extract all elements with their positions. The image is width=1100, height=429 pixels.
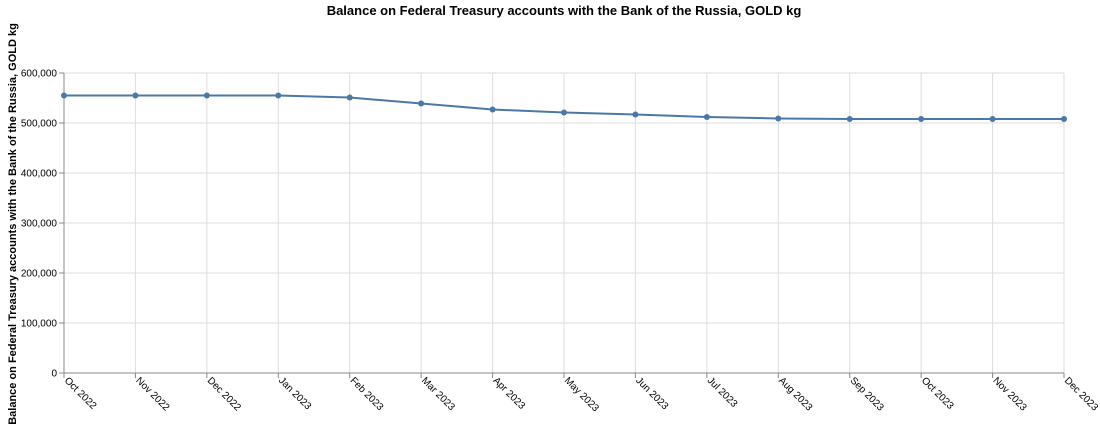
x-tick-label: Dec 2022 (205, 375, 243, 413)
y-tick-label: 100,000 (21, 319, 58, 330)
x-tick-label: Jan 2023 (276, 375, 313, 412)
data-point (918, 116, 925, 122)
data-point (561, 109, 567, 116)
data-point (1061, 116, 1067, 122)
x-tick-label: Jul 2023 (705, 375, 740, 410)
data-point (989, 116, 996, 122)
data-point (418, 100, 425, 107)
x-tick-label: Nov 2023 (990, 375, 1028, 413)
x-tick-label: Oct 2022 (62, 375, 99, 412)
x-tick-label: Apr 2023 (490, 375, 527, 412)
axes: 0 100,000 200,000 300,000 400,000 500,000 600,… (21, 69, 1100, 415)
data-point (632, 111, 639, 118)
data-point (346, 94, 353, 101)
y-tick-label: 600,000 (21, 69, 58, 80)
data-point (275, 92, 282, 99)
data-point (846, 116, 853, 122)
data-point (703, 114, 710, 120)
y-tick-label: 0 (51, 369, 57, 380)
data-point (132, 92, 139, 99)
y-tick-label: 200,000 (21, 269, 58, 280)
x-tick-label: Mar 2023 (419, 375, 457, 413)
data-point (61, 92, 67, 99)
y-tick-label: 500,000 (21, 119, 58, 130)
x-tick-label: Nov 2022 (133, 375, 171, 413)
x-tick-label: Oct 2023 (919, 375, 956, 412)
x-tick-label: May 2023 (562, 375, 601, 414)
y-axis-label: Balance on Federal Treasury accounts wit… (7, 23, 19, 425)
series (61, 92, 1067, 122)
data-point (489, 106, 496, 113)
x-tick-label: Aug 2023 (776, 375, 814, 413)
x-tick-label: Jun 2023 (633, 375, 670, 412)
data-point (203, 92, 210, 99)
y-tick-label: 400,000 (21, 169, 58, 180)
chart-title: Balance on Federal Treasury accounts wit… (327, 3, 802, 18)
y-tick-label: 300,000 (21, 219, 58, 230)
gridlines (63, 72, 1065, 374)
data-point (775, 115, 782, 122)
x-tick-label: Feb 2023 (348, 375, 386, 413)
x-tick-label: Sep 2023 (848, 375, 886, 413)
x-tick-label: Dec 2023 (1062, 375, 1100, 413)
